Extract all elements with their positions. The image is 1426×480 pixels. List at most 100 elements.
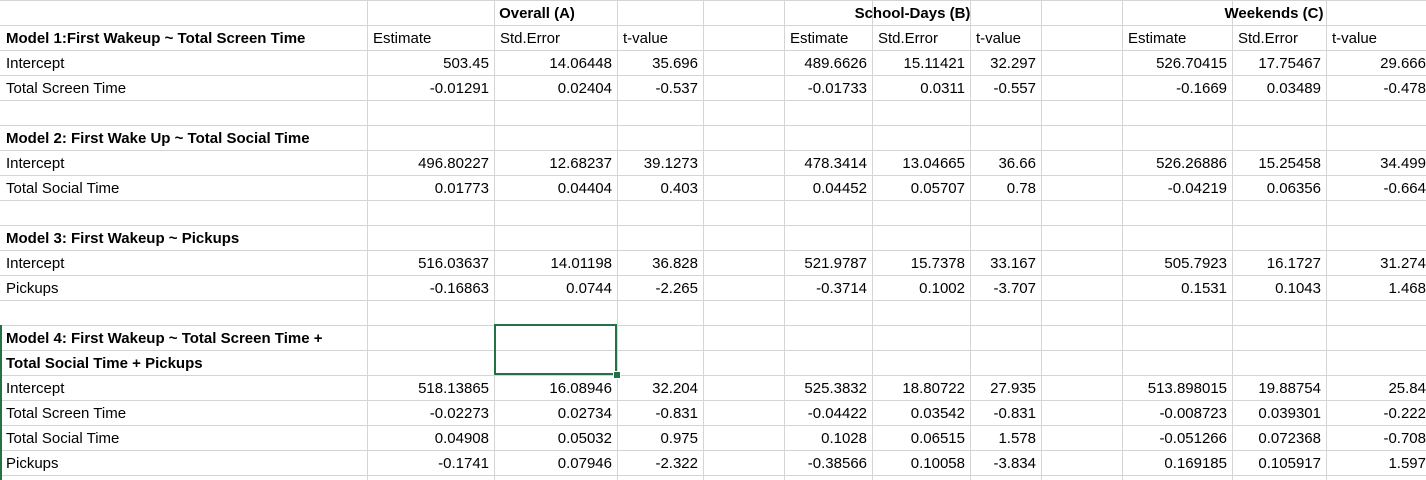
value-cell[interactable]: -0.04219 bbox=[1167, 180, 1227, 197]
value-cell[interactable]: 0.03489 bbox=[1266, 80, 1321, 97]
value-cell[interactable]: -2.322 bbox=[655, 455, 698, 472]
value-cell[interactable]: 0.07946 bbox=[557, 455, 612, 472]
value-cell[interactable]: 505.7923 bbox=[1164, 255, 1227, 272]
value-cell[interactable]: 503.45 bbox=[443, 55, 489, 72]
value-cell[interactable]: 0.0744 bbox=[566, 280, 612, 297]
value-cell[interactable]: 15.25458 bbox=[1258, 155, 1321, 172]
value-cell[interactable]: 27.935 bbox=[990, 380, 1036, 397]
value-cell[interactable]: 0.10058 bbox=[910, 455, 965, 472]
value-cell[interactable]: -0.664 bbox=[1383, 180, 1426, 197]
value-cell[interactable]: -0.008723 bbox=[1159, 405, 1227, 422]
value-cell[interactable]: 32.297 bbox=[990, 55, 1036, 72]
value-cell[interactable]: -3.707 bbox=[993, 280, 1036, 297]
header-school-days[interactable]: School-Days (B) bbox=[854, 5, 971, 22]
value-cell[interactable]: 0.02734 bbox=[557, 405, 612, 422]
value-cell[interactable]: 0.06515 bbox=[910, 430, 965, 447]
value-cell[interactable]: 25.84 bbox=[1388, 380, 1426, 397]
value-cell[interactable]: 516.03637 bbox=[418, 255, 489, 272]
col-stderr-b[interactable]: Std.Error bbox=[878, 30, 939, 47]
value-cell[interactable]: 513.898015 bbox=[1147, 380, 1227, 397]
row-label[interactable]: Intercept bbox=[6, 55, 65, 72]
value-cell[interactable]: 0.1043 bbox=[1275, 280, 1321, 297]
value-cell[interactable]: 1.578 bbox=[998, 430, 1036, 447]
value-cell[interactable]: 34.499 bbox=[1380, 155, 1426, 172]
value-cell[interactable]: 0.105917 bbox=[1258, 455, 1321, 472]
value-cell[interactable]: -3.834 bbox=[993, 455, 1036, 472]
value-cell[interactable]: 31.274 bbox=[1380, 255, 1426, 272]
row-label[interactable]: Intercept bbox=[6, 380, 65, 397]
value-cell[interactable]: 36.828 bbox=[652, 255, 698, 272]
value-cell[interactable]: 15.11421 bbox=[903, 55, 965, 72]
value-cell[interactable]: 16.1727 bbox=[1266, 255, 1321, 272]
value-cell[interactable]: -0.01733 bbox=[807, 80, 867, 97]
value-cell[interactable]: 14.06448 bbox=[549, 55, 612, 72]
value-cell[interactable]: 18.80722 bbox=[902, 380, 965, 397]
value-cell[interactable]: 33.167 bbox=[990, 255, 1036, 272]
value-cell[interactable]: 12.68237 bbox=[549, 155, 612, 172]
model1-title[interactable]: Model 1:First Wakeup ~ Total Screen Time bbox=[6, 30, 306, 47]
header-overall[interactable]: Overall (A) bbox=[499, 5, 575, 22]
value-cell[interactable]: 526.70415 bbox=[1156, 55, 1227, 72]
value-cell[interactable]: 29.666 bbox=[1380, 55, 1426, 72]
value-cell[interactable]: 0.975 bbox=[660, 430, 698, 447]
value-cell[interactable]: 0.01773 bbox=[434, 180, 489, 197]
value-cell[interactable]: 0.169185 bbox=[1164, 455, 1227, 472]
value-cell[interactable]: 0.403 bbox=[660, 180, 698, 197]
value-cell[interactable]: -0.478 bbox=[1383, 80, 1426, 97]
row-label[interactable]: Intercept bbox=[6, 255, 65, 272]
value-cell[interactable]: 1.597 bbox=[1388, 455, 1426, 472]
col-estimate-b[interactable]: Estimate bbox=[790, 30, 849, 47]
value-cell[interactable]: 0.03542 bbox=[910, 405, 965, 422]
value-cell[interactable]: -0.1741 bbox=[438, 455, 489, 472]
value-cell[interactable]: 35.696 bbox=[652, 55, 698, 72]
value-cell[interactable]: 19.88754 bbox=[1258, 380, 1321, 397]
model3-title[interactable]: Model 3: First Wakeup ~ Pickups bbox=[6, 230, 240, 247]
value-cell[interactable]: 0.1002 bbox=[919, 280, 965, 297]
row-label[interactable]: Total Screen Time bbox=[6, 80, 127, 97]
value-cell[interactable]: 13.04665 bbox=[902, 155, 965, 172]
value-cell[interactable]: -0.01291 bbox=[429, 80, 489, 97]
value-cell[interactable]: -0.16863 bbox=[429, 280, 489, 297]
value-cell[interactable]: 0.1028 bbox=[821, 430, 867, 447]
value-cell[interactable]: -0.1669 bbox=[1176, 80, 1227, 97]
col-tvalue-c[interactable]: t-value bbox=[1332, 30, 1378, 47]
value-cell[interactable]: 0.04404 bbox=[557, 180, 612, 197]
value-cell[interactable]: 16.08946 bbox=[549, 380, 612, 397]
value-cell[interactable]: -0.708 bbox=[1383, 430, 1426, 447]
value-cell[interactable]: 0.039301 bbox=[1258, 405, 1321, 422]
value-cell[interactable]: -0.02273 bbox=[429, 405, 489, 422]
value-cell[interactable]: 0.0311 bbox=[920, 80, 965, 97]
value-cell[interactable]: 478.3414 bbox=[804, 155, 867, 172]
value-cell[interactable]: 518.13865 bbox=[418, 380, 489, 397]
col-stderr-c[interactable]: Std.Error bbox=[1238, 30, 1299, 47]
col-tvalue-a[interactable]: t-value bbox=[623, 30, 669, 47]
value-cell[interactable]: -0.04422 bbox=[807, 405, 867, 422]
value-cell[interactable]: 36.66 bbox=[998, 155, 1036, 172]
value-cell[interactable]: -0.831 bbox=[655, 405, 698, 422]
value-cell[interactable]: 0.05032 bbox=[557, 430, 612, 447]
row-label[interactable]: Total Social Time bbox=[6, 430, 120, 447]
value-cell[interactable]: -0.3714 bbox=[816, 280, 867, 297]
value-cell[interactable]: -0.051266 bbox=[1159, 430, 1227, 447]
value-cell[interactable]: -0.537 bbox=[655, 80, 698, 97]
value-cell[interactable]: 496.80227 bbox=[418, 155, 489, 172]
row-label[interactable]: Intercept bbox=[6, 155, 65, 172]
value-cell[interactable]: 526.26886 bbox=[1156, 155, 1227, 172]
model2-title[interactable]: Model 2: First Wake Up ~ Total Social Ti… bbox=[6, 130, 310, 147]
value-cell[interactable]: 15.7378 bbox=[910, 255, 965, 272]
value-cell[interactable]: -0.38566 bbox=[807, 455, 867, 472]
row-label[interactable]: Total Screen Time bbox=[6, 405, 127, 422]
value-cell[interactable]: 17.75467 bbox=[1258, 55, 1321, 72]
value-cell[interactable]: 0.78 bbox=[1006, 180, 1036, 197]
value-cell[interactable]: 0.04908 bbox=[434, 430, 489, 447]
col-tvalue-b[interactable]: t-value bbox=[976, 30, 1022, 47]
value-cell[interactable]: 0.05707 bbox=[910, 180, 965, 197]
value-cell[interactable]: 525.3832 bbox=[804, 380, 867, 397]
col-stderr-a[interactable]: Std.Error bbox=[500, 30, 561, 47]
value-cell[interactable]: 0.06356 bbox=[1266, 180, 1321, 197]
value-cell[interactable]: -0.222 bbox=[1383, 405, 1426, 422]
value-cell[interactable]: 489.6626 bbox=[804, 55, 867, 72]
row-label[interactable]: Pickups bbox=[6, 455, 59, 472]
value-cell[interactable]: 1.468 bbox=[1388, 280, 1426, 297]
value-cell[interactable]: 14.01198 bbox=[550, 255, 612, 272]
